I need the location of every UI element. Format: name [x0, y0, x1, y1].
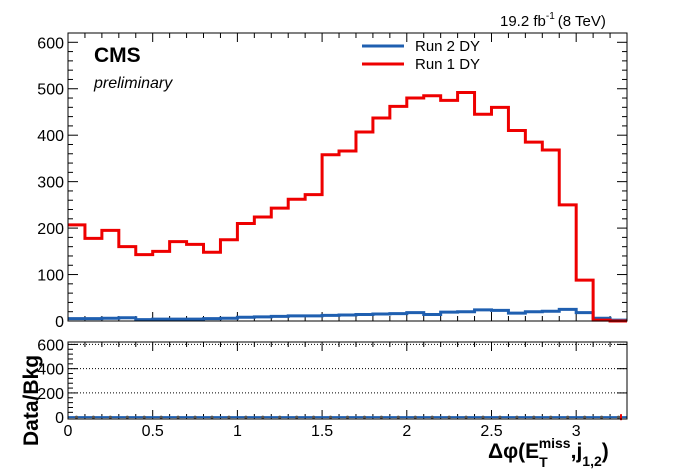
legend: Run 2 DY Run 1 DY [362, 38, 480, 73]
ratio-marker [295, 415, 299, 419]
ratio-marker [244, 415, 248, 419]
x-tick-label: 3 [572, 423, 581, 440]
ratio-marker [91, 415, 96, 419]
ratio-marker [583, 415, 587, 419]
ratio-marker [566, 415, 570, 419]
main-axes: 0 100 200 300 400 500 600 [37, 33, 628, 331]
x-tick-label: 2.5 [480, 423, 502, 440]
lumi-exponent: -1 [546, 11, 555, 22]
ratio-marker [515, 415, 519, 419]
ratio-marker [108, 415, 112, 419]
y-tick-label: 0 [55, 314, 64, 331]
ratio-marker [447, 415, 451, 419]
ratio-axes: 0 200 400 600 0 0.5 1 1.5 2 2.5 3 [37, 337, 628, 440]
y-tick-label: 600 [37, 35, 64, 52]
lumi-value: 19.2 fb [500, 13, 546, 30]
ratio-marker [328, 415, 333, 419]
ratio-marker [532, 415, 536, 419]
ratio-y-tick-label: 400 [37, 362, 64, 379]
x-tick-label: 0.5 [142, 423, 164, 440]
ratio-marker [210, 415, 214, 419]
ratio-marker [176, 415, 180, 419]
ratio-y-tick-label: 0 [55, 410, 64, 427]
x-label-close: ) [602, 440, 609, 463]
y-tick-label: 500 [37, 82, 64, 99]
ratio-marker [464, 415, 468, 419]
x-tick-label: 0 [64, 423, 73, 440]
ratio-marker [312, 415, 316, 419]
ratio-marker [549, 415, 553, 419]
x-label-sup-miss: miss [539, 435, 571, 451]
ratio-grid [68, 343, 627, 394]
x-label-mid: ,j [571, 440, 583, 463]
ratio-frame [67, 341, 628, 420]
x-axis-label: Δφ(ETmiss,j1,2) [488, 435, 609, 470]
cms-label: CMS [94, 44, 141, 67]
ratio-marker [616, 415, 621, 419]
x-tick-label: 2 [402, 423, 411, 440]
ratio-marker [278, 415, 282, 419]
x-label-sub-t: T [539, 454, 548, 470]
ratio-y-tick-label: 600 [37, 337, 64, 354]
legend-label-run1: Run 1 DY [415, 56, 480, 73]
ratio-marker [193, 415, 197, 419]
preliminary-label: preliminary [93, 75, 173, 92]
ratio-marker [227, 415, 231, 419]
ratio-y-tick-label: 200 [37, 386, 64, 403]
ratio-marker [599, 415, 604, 419]
ratio-marker [498, 415, 502, 419]
main-frame [67, 32, 628, 322]
ratio-marker [430, 415, 434, 419]
x-label-prefix: Δφ(E [488, 440, 539, 463]
ratio-series [68, 414, 627, 421]
ratio-marker [74, 415, 79, 419]
ratio-marker [345, 415, 350, 419]
energy-label: (8 TeV) [558, 13, 606, 30]
lumi-label: 19.2 fb-1 (8 TeV) [500, 11, 606, 30]
ratio-marker [159, 415, 163, 419]
ratio-y-axis-label: Data/Bkg [20, 355, 43, 446]
ratio-marker [142, 415, 146, 419]
ratio-marker [379, 415, 383, 419]
x-label-sub-j: 1,2 [582, 453, 602, 469]
main-series [68, 90, 627, 323]
ratio-marker [125, 415, 129, 419]
ratio-marker [261, 415, 265, 419]
y-tick-label: 100 [37, 268, 64, 285]
ratio-marker [362, 415, 367, 419]
y-tick-label: 400 [37, 128, 64, 145]
y-tick-label: 300 [37, 175, 64, 192]
x-tick-label: 1 [233, 423, 242, 440]
x-tick-label: 1.5 [311, 423, 333, 440]
ratio-marker [413, 415, 417, 419]
legend-label-run2: Run 2 DY [415, 38, 480, 55]
series-line-run1-dy [68, 90, 627, 323]
y-tick-label: 200 [37, 221, 64, 238]
ratio-marker [481, 415, 485, 419]
ratio-marker [396, 415, 400, 419]
series-line-run2-dy [68, 307, 627, 322]
